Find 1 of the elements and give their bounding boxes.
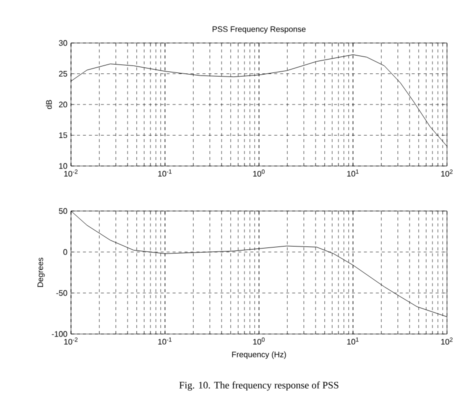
caption: Fig. 10. The frequency response of PSS	[179, 381, 338, 391]
